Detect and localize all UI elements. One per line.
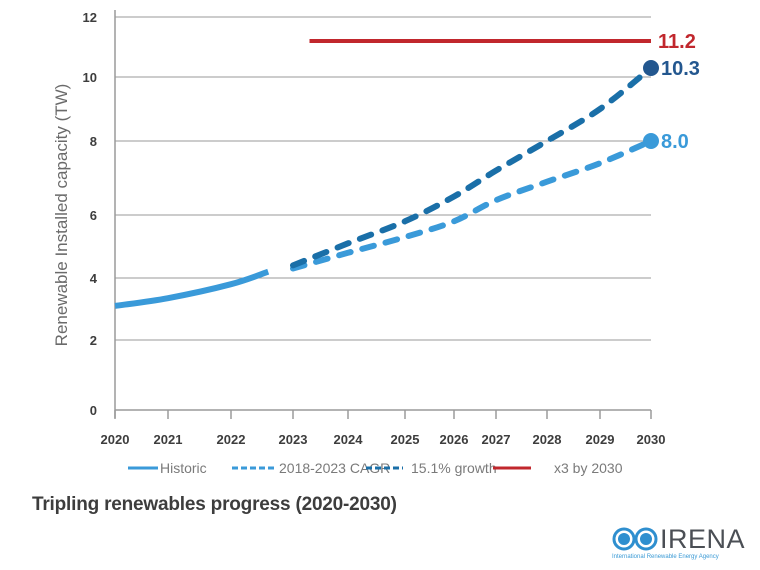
end-label: 8.0 (661, 131, 689, 153)
series-line-historic (114, 268, 270, 309)
x-tick-label: 2028 (533, 432, 562, 447)
x-tick-label: 2021 (154, 432, 183, 447)
series-line-15-1-growth (290, 65, 654, 269)
y-tick-label: 2 (90, 333, 97, 348)
end-marker (643, 60, 659, 76)
y-tick-label: 6 (90, 208, 97, 223)
y-axis-label: Renewable Installed capacity (TW) (52, 84, 71, 347)
end-label: 10.3 (661, 58, 700, 80)
gridlines (115, 16, 651, 341)
logo-text: IRENA (660, 524, 746, 554)
axes (114, 10, 652, 419)
x-tick-label: 2024 (334, 432, 364, 447)
y-tick-labels: 0 2 4 6 8 10 12 (83, 10, 98, 418)
series-lines (114, 39, 654, 309)
x-tick-label: 2027 (482, 432, 511, 447)
x-tick-label: 2020 (101, 432, 130, 447)
x-tick-label: 2022 (217, 432, 246, 447)
logo-subtitle: International Renewable Energy Agency (612, 554, 719, 560)
x-tick-label: 2026 (440, 432, 469, 447)
legend-label: x3 by 2030 (554, 460, 623, 476)
y-tick-label: 0 (90, 403, 97, 418)
x-tick-label: 2030 (637, 432, 666, 447)
end-labels: 8.0 10.3 11.2 (643, 31, 700, 153)
globe-infinity-icon (612, 527, 658, 551)
end-label: 11.2 (658, 31, 696, 53)
y-tick-label: 4 (90, 271, 98, 286)
series-line-2018-2023-cagr (290, 138, 654, 272)
x-tick-label: 2025 (391, 432, 420, 447)
legend-label: Historic (160, 460, 207, 476)
y-tick-label: 10 (83, 70, 97, 85)
x-tick-labels: 2020 2021 2022 2023 2024 2025 2026 2027 2028 2029… (101, 432, 666, 447)
legend: Historic 2018-2023 CAGR 15.1% growth x3 by … (128, 460, 623, 476)
end-marker (643, 133, 659, 149)
x-tick-label: 2023 (279, 432, 308, 447)
legend-label: 2018-2023 CAGR (279, 460, 390, 476)
irena-logo: IRENA International Renewable Energy Age… (612, 524, 746, 564)
y-tick-label: 8 (90, 134, 97, 149)
legend-label: 15.1% growth (411, 460, 497, 476)
chart-title: Tripling renewables progress (2020-2030) (32, 494, 397, 515)
y-tick-label: 12 (83, 10, 97, 25)
x-tick-label: 2029 (586, 432, 615, 447)
